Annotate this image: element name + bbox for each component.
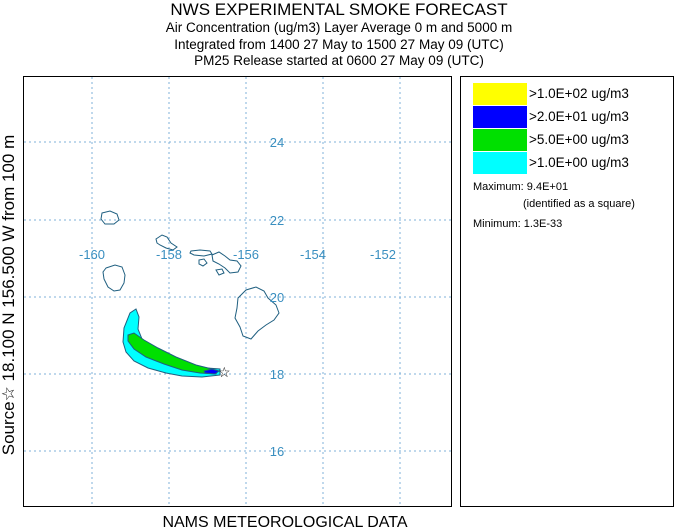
legend-swatch-cyan [473,152,527,174]
minimum-row: Minimum: 1.3E-33 [473,218,562,230]
legend-swatch-blue [473,106,527,128]
latitude-tick-label: 22 [270,213,284,228]
latitude-tick-label: 16 [270,444,284,459]
legend-label: >5.0E+00 ug/m3 [529,132,629,147]
longitude-tick-label: -156 [233,247,259,262]
legend-item: >1.0E+02 ug/m3 [473,83,673,105]
legend-label: >1.0E+02 ug/m3 [529,86,629,101]
lanai-island [198,258,208,267]
legend-panel: >1.0E+02 ug/m3 >2.0E+01 ug/m3 >5.0E+00 u… [460,76,674,507]
source-star-icon: ☆ [218,364,231,380]
latitude-tick-label: 20 [270,290,284,305]
graticule [24,77,451,506]
kauai-island [102,264,126,292]
niihau-island [100,210,120,225]
longitude-tick-label: -152 [370,247,396,262]
subtitle-concentration: Air Concentration (ug/m3) Layer Average … [165,20,513,35]
plume-blue-contour [203,368,221,375]
oahu-island [155,234,178,251]
map-canvas: ☆ -160 -158 -156 -154 -152 24 22 20 18 1… [24,77,451,506]
legend-item: >5.0E+00 ug/m3 [473,129,673,151]
maximum-value: 9.4E+01 [526,181,569,193]
hawaii-big-island [234,286,280,340]
legend-swatch-yellow [473,83,527,105]
latitude-tick-label: 24 [270,135,284,150]
molokai-island [189,249,213,257]
maximum-row: Maximum: 9.4E+01 [473,181,568,193]
subtitle-integration-period: Integrated from 1400 27 May to 1500 27 M… [174,37,504,52]
legend-label: >1.0E+00 ug/m3 [529,155,629,170]
legend-swatch-green [473,129,527,151]
maximum-note: (identified as a square) [523,198,635,210]
minimum-value: 1.3E-33 [523,218,563,230]
longitude-tick-label: -158 [156,247,182,262]
source-location-text: Source☆ 18.100 N 156.500 W from 100 m [0,134,18,456]
longitude-tick-label: -160 [79,247,105,262]
coastlines [100,210,280,340]
tick-labels: -160 -158 -156 -154 -152 24 22 20 18 16 [79,135,396,459]
longitude-tick-label: -154 [300,247,326,262]
legend-item: >1.0E+00 ug/m3 [473,152,673,174]
legend-item: >2.0E+01 ug/m3 [473,106,673,128]
data-source-footer: NAMS METEOROLOGICAL DATA [162,514,408,531]
smoke-plume: ☆ [122,308,231,380]
map-title: NWS EXPERIMENTAL SMOKE FORECAST [170,0,508,19]
minimum-label: Minimum: [473,218,521,230]
maui-island [211,251,242,274]
legend-label: >2.0E+01 ug/m3 [529,109,629,124]
map-panel: ☆ -160 -158 -156 -154 -152 24 22 20 18 1… [23,76,452,507]
maximum-label: Maximum: [473,181,524,193]
latitude-tick-label: 18 [270,367,284,382]
subtitle-release-time: PM25 Release started at 0600 27 May 09 (… [194,53,484,68]
kahoolawe-island [215,268,225,276]
